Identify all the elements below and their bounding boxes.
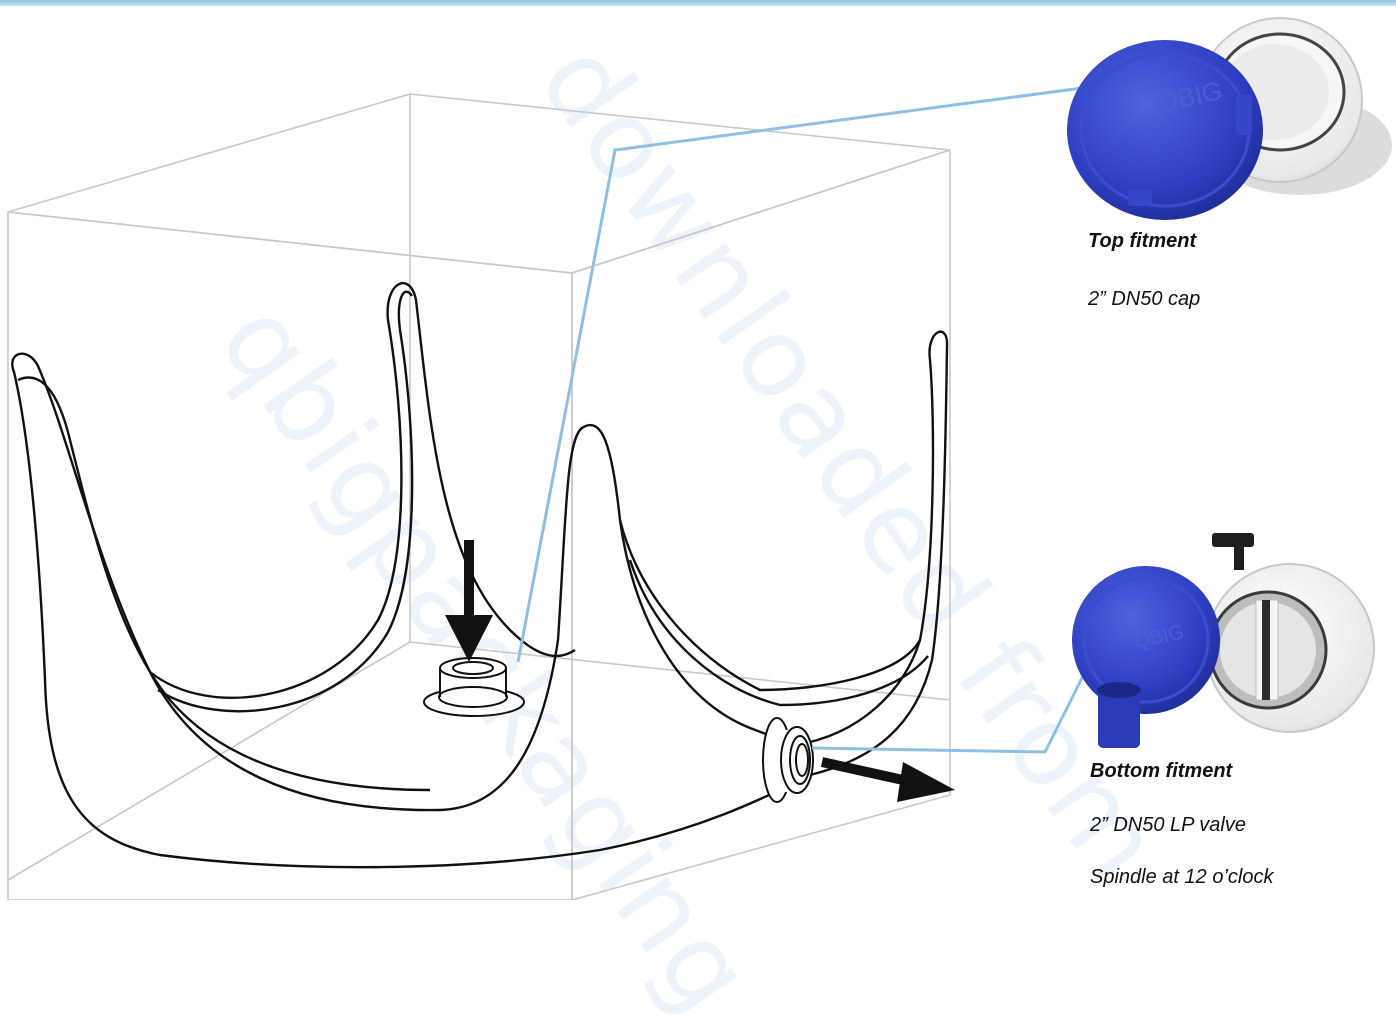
top-fitment-photo: QBIG xyxy=(1067,17,1392,220)
liner-bag xyxy=(11,281,949,869)
bottom-fitment-title: Bottom fitment xyxy=(1090,760,1233,782)
bottom-leader-line xyxy=(811,671,1087,754)
down-arrow-icon xyxy=(445,540,493,662)
bottom-fitment-spindle: Spindle at 12 o’clock xyxy=(1090,866,1274,888)
right-arrow-icon xyxy=(820,757,955,802)
top-accent-bar xyxy=(0,0,1396,6)
ibc-liner-diagram: QBIG QBIG xyxy=(7,17,1392,900)
top-spout xyxy=(423,657,525,717)
bottom-valve xyxy=(762,717,814,803)
top-leader-line xyxy=(516,83,1106,663)
top-fitment-title: Top fitment xyxy=(1088,230,1197,252)
top-fitment-spec: 2” DN50 cap xyxy=(1088,288,1201,310)
bottom-fitment-photo: QBIG xyxy=(1072,533,1375,748)
cube-frame xyxy=(7,93,951,900)
bottom-fitment-spec: 2” DN50 LP valve xyxy=(1090,814,1246,836)
